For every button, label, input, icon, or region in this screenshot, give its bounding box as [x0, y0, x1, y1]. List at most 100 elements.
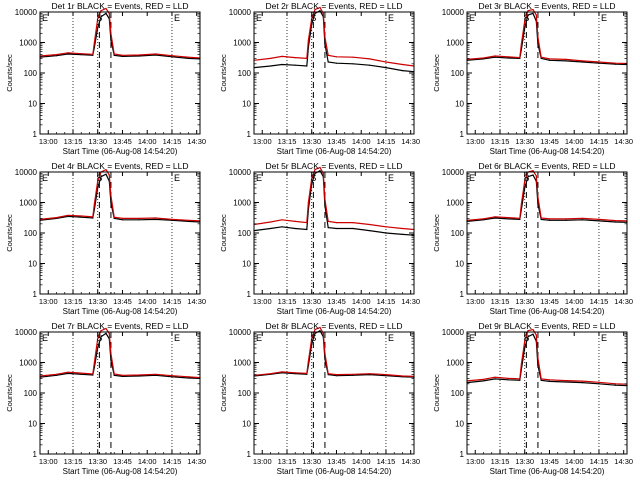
- data-point-lld: [532, 170, 534, 172]
- x-tick-label: 13:30: [88, 137, 107, 146]
- marker-s: S: [523, 173, 529, 183]
- y-axis-label: Counts/sec: [219, 54, 228, 92]
- data-point-events: [110, 201, 112, 204]
- x-tick-label: 13:00: [39, 297, 58, 306]
- data-point-lld: [324, 198, 326, 200]
- marker-e-left: E: [42, 13, 48, 23]
- x-tick-label: 13:15: [64, 457, 83, 466]
- series-line-lld: [253, 6, 415, 67]
- data-point-events: [314, 12, 316, 14]
- x-tick-label: 13:45: [540, 457, 559, 466]
- data-point-lld: [494, 376, 496, 378]
- data-point-lld: [532, 9, 534, 11]
- x-tick-label: 14:15: [590, 457, 609, 466]
- data-point-lld: [482, 378, 485, 380]
- data-point-lld: [108, 332, 110, 334]
- y-tick-label: 1000: [446, 359, 464, 368]
- y-axis-label: Counts/sec: [432, 374, 441, 412]
- data-point-events: [138, 55, 140, 57]
- marker-e-left: E: [42, 333, 48, 343]
- x-tick-label: 14:15: [377, 457, 396, 466]
- y-tick-label: 10000: [15, 328, 38, 337]
- x-tick-label: 13:30: [88, 457, 107, 466]
- series-line-lld: [253, 166, 415, 231]
- data-point-lld: [537, 357, 539, 359]
- y-tick-label: 10: [455, 420, 464, 429]
- data-point-lld: [537, 36, 539, 38]
- data-point-lld: [548, 379, 551, 381]
- data-point-events: [187, 57, 190, 60]
- marker-s: S: [310, 173, 316, 183]
- marker-e-right: E: [174, 13, 180, 23]
- data-point-events: [494, 217, 496, 219]
- data-point-events: [482, 380, 485, 382]
- data-point-lld: [519, 217, 521, 219]
- panel-det-2: 1 10 100 1000 10000 13:00 13:15 13:30 13:45 14:00…: [219, 1, 420, 156]
- data-point-lld: [281, 55, 283, 58]
- data-point-events: [269, 227, 272, 230]
- data-point-lld: [110, 194, 112, 197]
- x-tick-label: 14:30: [401, 137, 420, 146]
- marker-e-right: E: [388, 333, 394, 343]
- data-point-events: [524, 347, 526, 349]
- data-point-lld: [80, 53, 82, 55]
- data-point-events: [67, 215, 69, 217]
- data-point-lld: [548, 218, 551, 220]
- y-tick-label: 10000: [229, 168, 252, 177]
- y-axis-label: Counts/sec: [219, 374, 228, 412]
- marker-s: S: [96, 13, 102, 23]
- data-point-lld: [154, 373, 157, 375]
- y-tick-label: 10000: [15, 168, 38, 177]
- data-point-events: [494, 56, 496, 58]
- data-point-lld: [324, 36, 326, 38]
- data-point-lld: [110, 32, 112, 34]
- data-point-events: [507, 379, 509, 381]
- data-point-lld: [368, 223, 371, 226]
- data-point-events: [154, 54, 157, 56]
- data-point-lld: [55, 54, 58, 56]
- panel-det-8: 1 10 100 1000 10000 13:00 13:15 13:30 13:45 14:00…: [219, 321, 420, 476]
- data-point-events: [171, 376, 173, 378]
- data-point-lld: [535, 14, 537, 16]
- data-point-events: [121, 375, 124, 377]
- data-point-lld: [269, 373, 272, 375]
- marker-s: S: [523, 13, 529, 23]
- data-point-lld: [314, 9, 316, 11]
- data-point-events: [548, 219, 551, 221]
- data-point-lld: [67, 371, 69, 373]
- data-point-events: [121, 219, 124, 221]
- x-tick-label: 13:15: [278, 457, 297, 466]
- data-point-lld: [581, 217, 584, 219]
- data-point-lld: [327, 54, 329, 56]
- data-point-lld: [93, 41, 95, 44]
- plot-frame: [253, 11, 415, 135]
- data-point-events: [121, 55, 124, 58]
- data-point-lld: [319, 6, 321, 9]
- y-tick-label: 100: [451, 69, 465, 78]
- data-point-events: [532, 12, 534, 14]
- data-point-events: [80, 216, 82, 218]
- x-tick-label: 14:00: [138, 137, 157, 146]
- x-tick-label: 14:30: [401, 457, 420, 466]
- y-tick-label: 1000: [446, 39, 464, 48]
- data-point-lld: [520, 203, 523, 205]
- data-point-lld: [121, 54, 124, 56]
- data-point-lld: [171, 218, 173, 220]
- data-point-lld: [401, 375, 404, 377]
- data-point-lld: [92, 373, 94, 375]
- data-point-events: [385, 67, 387, 69]
- data-point-lld: [108, 174, 110, 176]
- panel-det-3: 1 10 100 1000 10000 13:00 13:15 13:30 13:45 14:00…: [432, 1, 633, 156]
- series-line-events: [39, 332, 201, 379]
- marker-e-left: E: [469, 173, 475, 183]
- y-tick-label: 10000: [15, 8, 38, 17]
- y-tick-label: 10: [28, 420, 37, 429]
- data-point-lld: [482, 218, 485, 220]
- data-point-lld: [535, 334, 537, 336]
- data-point-events: [171, 56, 173, 58]
- data-point-lld: [113, 373, 115, 375]
- y-axis-label: Counts/sec: [219, 214, 228, 252]
- data-point-lld: [540, 217, 542, 219]
- data-point-lld: [93, 361, 95, 364]
- data-point-lld: [138, 54, 140, 56]
